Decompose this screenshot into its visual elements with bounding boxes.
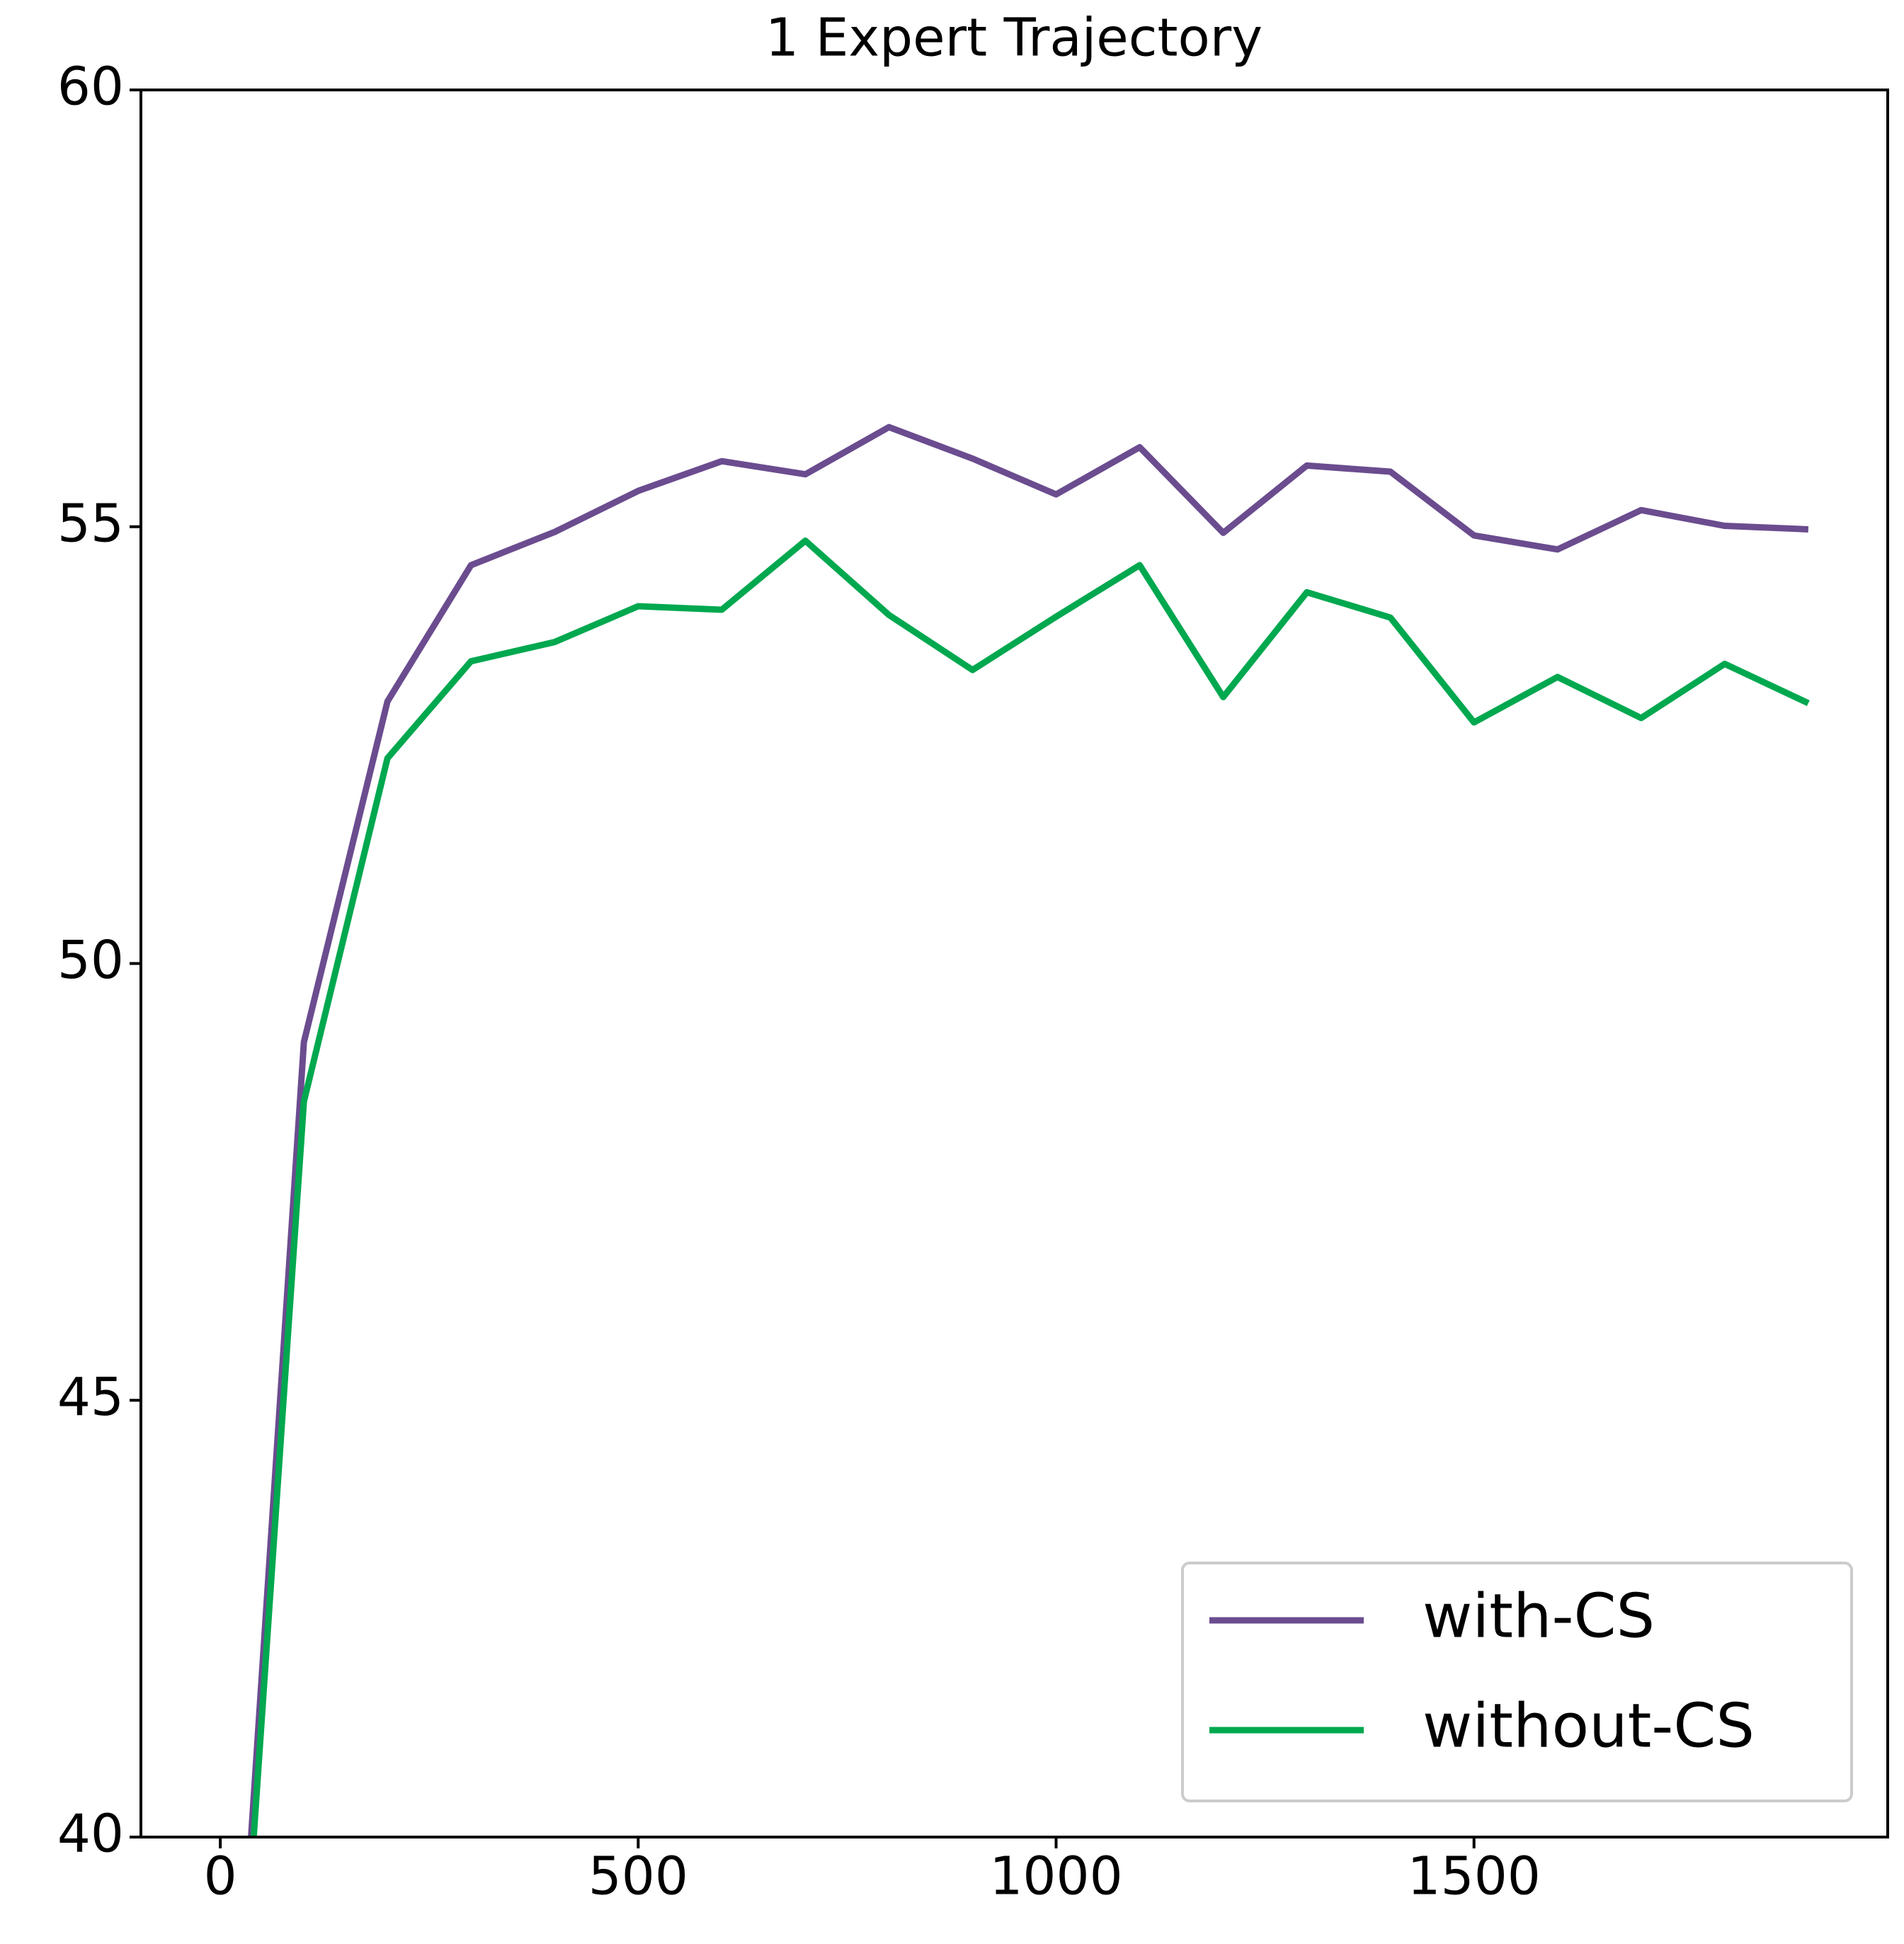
data-line — [250, 537, 1810, 1837]
y-tick-label: 45 — [57, 1367, 124, 1428]
legend-label: without-CS — [1423, 1690, 1755, 1761]
y-tick-label: 50 — [57, 930, 124, 991]
x-tick-label: 1000 — [989, 1846, 1122, 1907]
x-tick-label: 500 — [588, 1846, 688, 1907]
plot-area — [248, 424, 1810, 1837]
x-tick-label: 0 — [204, 1846, 237, 1907]
chart-title: 1 Expert Trajectory — [765, 8, 1262, 69]
y-tick-label: 60 — [57, 57, 124, 118]
y-tick-label: 40 — [57, 1804, 124, 1865]
x-tick-label: 1500 — [1408, 1846, 1541, 1907]
y-tick-label: 55 — [57, 493, 124, 554]
data-line — [248, 424, 1809, 1837]
legend-label: with-CS — [1423, 1581, 1655, 1652]
